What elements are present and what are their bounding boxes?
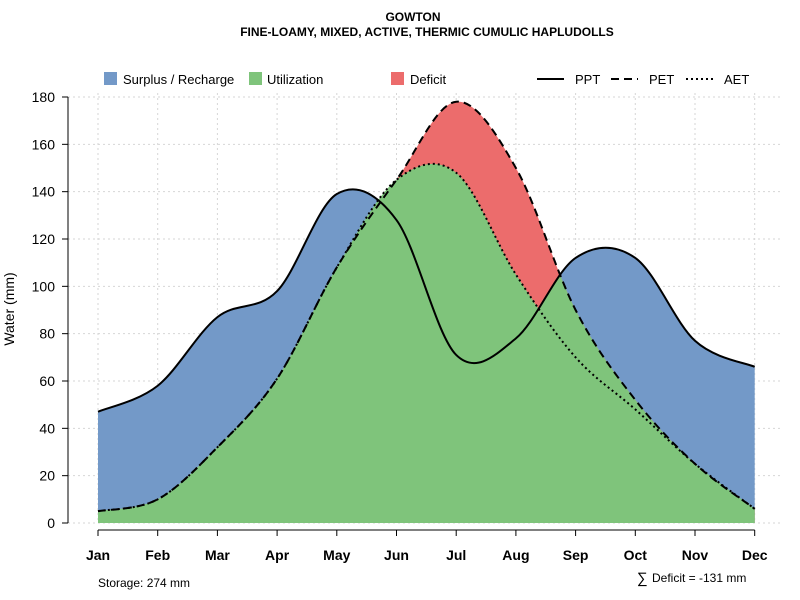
series-line-ppt bbox=[97, 188, 756, 413]
x-tick-label-jan: Jan bbox=[86, 547, 110, 563]
x-tick-label-nov: Nov bbox=[682, 547, 709, 563]
legend-label-deficit: Deficit bbox=[410, 72, 447, 87]
legend-label-aet: AET bbox=[724, 72, 749, 87]
y-tick-label-160: 160 bbox=[32, 136, 56, 152]
sum-symbol: ∑ bbox=[637, 570, 648, 587]
y-tick-label-100: 100 bbox=[32, 278, 56, 294]
legend-label-ppt: PPT bbox=[575, 72, 600, 87]
x-tick-label-sep: Sep bbox=[563, 547, 589, 563]
y-tick-label-80: 80 bbox=[39, 326, 55, 342]
legend-label-utilization: Utilization bbox=[267, 72, 323, 87]
area-fills bbox=[98, 101, 755, 524]
x-tick-label-apr: Apr bbox=[265, 547, 290, 563]
x-tick-label-jun: Jun bbox=[384, 547, 409, 563]
y-tick-label-0: 0 bbox=[47, 515, 55, 531]
y-tick-label-20: 20 bbox=[39, 468, 55, 484]
legend-label-pet: PET bbox=[649, 72, 674, 87]
deficit-annotation: Deficit = -131 mm bbox=[652, 571, 746, 585]
x-tick-label-mar: Mar bbox=[205, 547, 230, 563]
chart-subtitle: FINE-LOAMY, MIXED, ACTIVE, THERMIC CUMUL… bbox=[240, 25, 614, 39]
legend-swatch-surplus bbox=[104, 72, 117, 85]
y-tick-label-140: 140 bbox=[32, 184, 56, 200]
series-line-aet bbox=[97, 163, 756, 513]
y-tick-label-120: 120 bbox=[32, 231, 56, 247]
legend-swatch-deficit bbox=[391, 72, 404, 85]
x-tick-label-oct: Oct bbox=[624, 547, 648, 563]
x-tick-label-jul: Jul bbox=[446, 547, 466, 563]
series-lines bbox=[97, 100, 756, 513]
axes: 0 20 40 60 80 100 120 140 160 180 Jan Feb Mar Apr May J… bbox=[32, 89, 768, 563]
y-tick-label-60: 60 bbox=[39, 373, 55, 389]
x-tick-label-may: May bbox=[323, 547, 350, 563]
area-utilization-under-aet bbox=[98, 163, 755, 523]
legend: Surplus / Recharge Utilization Deficit P… bbox=[104, 72, 749, 87]
storage-annotation: Storage: 274 mm bbox=[98, 576, 190, 590]
y-axis-label: Water (mm) bbox=[1, 272, 17, 345]
y-tick-label-180: 180 bbox=[32, 89, 56, 105]
legend-swatch-utilization bbox=[249, 72, 262, 85]
chart-title: GOWTON bbox=[385, 10, 440, 24]
x-tick-label-aug: Aug bbox=[502, 547, 529, 563]
x-tick-label-dec: Dec bbox=[742, 547, 768, 563]
x-tick-label-feb: Feb bbox=[145, 547, 170, 563]
y-tick-label-40: 40 bbox=[39, 420, 55, 436]
legend-label-surplus: Surplus / Recharge bbox=[123, 72, 234, 87]
